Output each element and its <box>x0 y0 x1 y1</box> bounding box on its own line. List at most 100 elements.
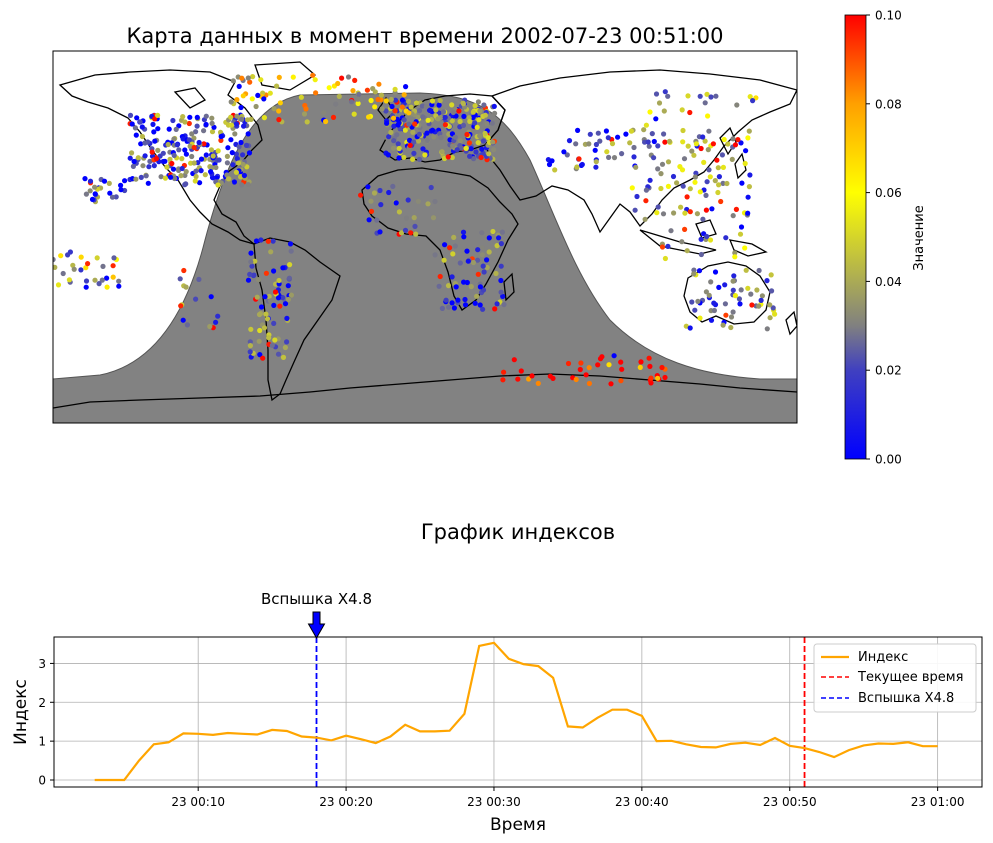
station-point <box>700 217 705 222</box>
station-point <box>712 308 717 313</box>
station-point <box>480 307 485 312</box>
station-point <box>257 328 262 333</box>
station-point <box>638 365 643 370</box>
station-point <box>430 98 435 103</box>
station-point <box>687 110 692 115</box>
station-point <box>723 313 728 318</box>
station-point <box>731 273 736 278</box>
station-point <box>765 326 770 331</box>
station-point <box>697 268 702 273</box>
station-point <box>393 108 398 113</box>
station-point <box>646 139 651 144</box>
station-point <box>150 122 155 127</box>
station-point <box>232 131 237 136</box>
station-point <box>732 254 737 259</box>
station-point <box>95 255 100 260</box>
station-point <box>665 94 670 99</box>
station-point <box>155 148 160 153</box>
station-point <box>231 78 236 83</box>
station-point <box>750 98 755 103</box>
station-point <box>369 98 374 103</box>
station-point <box>730 157 735 162</box>
station-point <box>725 141 730 146</box>
station-point <box>248 251 253 256</box>
y-axis-label: Индекс <box>11 679 31 745</box>
station-point <box>248 327 253 332</box>
station-point <box>633 208 638 213</box>
station-point <box>490 140 495 145</box>
station-point <box>139 175 144 180</box>
station-point <box>84 278 89 283</box>
station-point <box>748 292 753 297</box>
station-point <box>228 115 233 120</box>
station-point <box>384 98 389 103</box>
station-point <box>412 121 417 126</box>
station-point <box>241 124 246 129</box>
station-point <box>425 201 430 206</box>
station-point <box>706 167 711 172</box>
station-point <box>743 148 748 153</box>
station-point <box>140 163 145 168</box>
station-point <box>194 174 199 179</box>
station-point <box>484 121 489 126</box>
station-point <box>461 234 466 239</box>
station-point <box>469 284 474 289</box>
station-point <box>366 114 371 119</box>
station-point <box>155 113 160 118</box>
station-point <box>476 117 481 122</box>
station-point <box>175 142 180 147</box>
station-point <box>698 189 703 194</box>
station-point <box>372 190 377 195</box>
station-point <box>490 229 495 234</box>
station-point <box>257 312 262 317</box>
station-point <box>352 112 357 117</box>
station-point <box>667 139 672 144</box>
station-point <box>356 92 361 97</box>
station-point <box>647 144 652 149</box>
station-point <box>455 298 460 303</box>
station-point <box>575 128 580 133</box>
station-point <box>662 375 667 380</box>
station-point <box>262 325 267 330</box>
station-point <box>266 239 271 244</box>
station-point <box>138 119 143 124</box>
station-point <box>105 285 110 290</box>
station-point <box>335 81 340 86</box>
station-point <box>161 151 166 156</box>
station-point <box>432 199 437 204</box>
station-point <box>691 271 696 276</box>
station-point <box>276 108 281 113</box>
station-point <box>722 137 727 142</box>
station-point <box>134 133 139 138</box>
station-point <box>705 113 710 118</box>
station-point <box>246 182 251 187</box>
station-point <box>661 211 666 216</box>
station-point <box>612 155 617 160</box>
station-point <box>481 264 486 269</box>
station-point <box>552 167 557 172</box>
station-point <box>643 198 648 203</box>
station-point <box>501 370 506 375</box>
station-point <box>475 125 480 130</box>
station-point <box>442 242 447 247</box>
station-point <box>529 373 534 378</box>
station-point <box>631 145 636 150</box>
station-point <box>185 322 190 327</box>
station-point <box>178 276 183 281</box>
station-point <box>355 97 360 102</box>
station-point <box>278 100 283 105</box>
station-point <box>397 209 402 214</box>
station-point <box>134 115 139 120</box>
station-point <box>746 195 751 200</box>
station-point <box>402 117 407 122</box>
station-point <box>578 367 583 372</box>
station-point <box>375 97 380 102</box>
station-point <box>229 123 234 128</box>
station-point <box>692 180 697 185</box>
station-point <box>612 353 617 358</box>
station-point <box>391 146 396 151</box>
station-point <box>152 139 157 144</box>
station-point <box>464 146 469 151</box>
station-point <box>277 75 282 80</box>
station-point <box>409 105 414 110</box>
